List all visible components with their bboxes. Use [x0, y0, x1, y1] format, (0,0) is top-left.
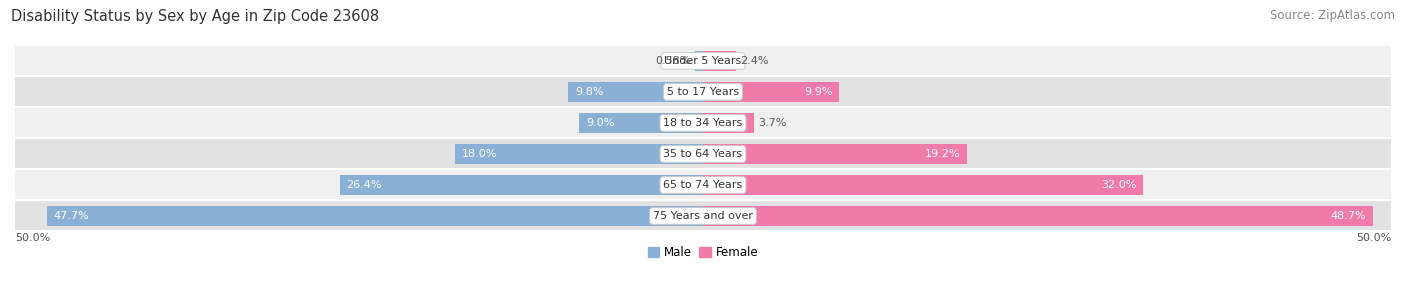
Text: 47.7%: 47.7%: [53, 211, 89, 221]
Text: Disability Status by Sex by Age in Zip Code 23608: Disability Status by Sex by Age in Zip C…: [11, 9, 380, 24]
Text: 26.4%: 26.4%: [347, 180, 382, 190]
Text: 3.7%: 3.7%: [758, 118, 786, 128]
Bar: [15, 138, 1391, 169]
Bar: [579, 113, 703, 133]
Text: 9.9%: 9.9%: [804, 87, 832, 97]
Bar: [703, 144, 967, 164]
Text: 2.4%: 2.4%: [740, 56, 769, 66]
Text: 18.0%: 18.0%: [463, 149, 498, 159]
Text: 75 Years and over: 75 Years and over: [652, 211, 754, 221]
Bar: [703, 175, 1143, 195]
Bar: [15, 107, 1391, 138]
Bar: [340, 175, 703, 195]
Text: 18 to 34 Years: 18 to 34 Years: [664, 118, 742, 128]
Text: 9.0%: 9.0%: [586, 118, 614, 128]
Text: 48.7%: 48.7%: [1330, 211, 1367, 221]
Text: 32.0%: 32.0%: [1101, 180, 1136, 190]
Bar: [703, 206, 1374, 226]
Text: 50.0%: 50.0%: [1355, 233, 1391, 243]
Bar: [15, 76, 1391, 107]
Text: 5 to 17 Years: 5 to 17 Years: [666, 87, 740, 97]
Bar: [703, 51, 735, 71]
Bar: [703, 113, 754, 133]
Bar: [15, 45, 1391, 76]
Legend: Male, Female: Male, Female: [648, 246, 758, 259]
Bar: [695, 51, 703, 71]
Bar: [46, 206, 703, 226]
Text: Under 5 Years: Under 5 Years: [665, 56, 741, 66]
Bar: [703, 82, 839, 102]
Bar: [568, 82, 703, 102]
Text: 35 to 64 Years: 35 to 64 Years: [664, 149, 742, 159]
Text: 50.0%: 50.0%: [15, 233, 51, 243]
Text: 65 to 74 Years: 65 to 74 Years: [664, 180, 742, 190]
Bar: [456, 144, 703, 164]
Text: Source: ZipAtlas.com: Source: ZipAtlas.com: [1270, 9, 1395, 22]
Text: 0.58%: 0.58%: [655, 56, 690, 66]
Bar: [15, 169, 1391, 200]
Text: 9.8%: 9.8%: [575, 87, 603, 97]
Text: 19.2%: 19.2%: [925, 149, 960, 159]
Bar: [15, 200, 1391, 231]
